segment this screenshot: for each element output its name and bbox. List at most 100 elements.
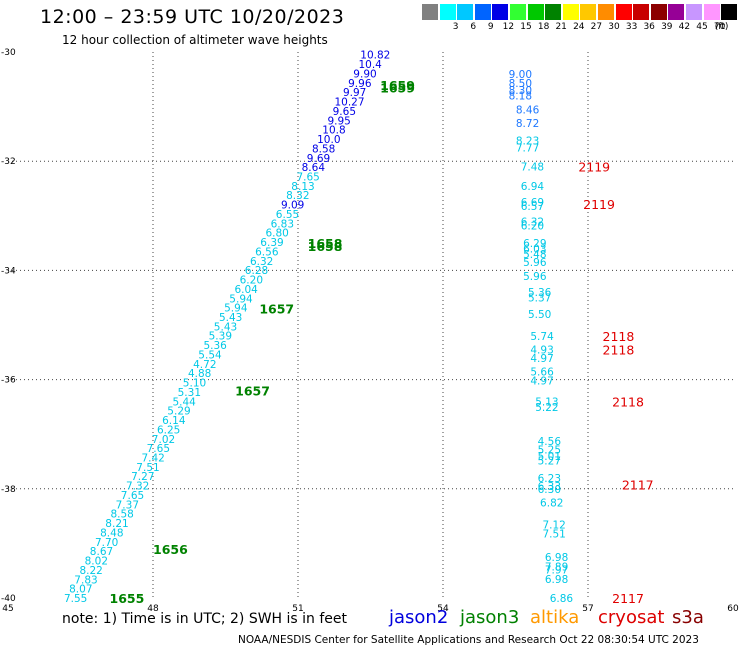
swh-value-track1: 7.42 bbox=[141, 452, 164, 464]
swh-value-track2: 5.13 bbox=[535, 396, 558, 408]
satellite-label-altika: altika bbox=[530, 607, 580, 628]
swh-value-track1: 7.65 bbox=[296, 171, 319, 183]
swh-value-track1: 5.29 bbox=[167, 406, 190, 418]
swh-value-track2: 4.93 bbox=[530, 345, 553, 357]
swh-value-track1: 9.96 bbox=[348, 78, 372, 90]
swh-value-track1: 8.48 bbox=[100, 527, 123, 539]
lon-tick-label: 48 bbox=[147, 604, 159, 614]
legend-value-label: 12 bbox=[502, 22, 515, 32]
legend-value-label: 70 bbox=[713, 22, 726, 32]
legend-swatch bbox=[439, 4, 456, 20]
legend-swatch bbox=[686, 4, 702, 20]
satellite-label-jason2: jason2 bbox=[389, 607, 449, 628]
pass-time-label: 1656 bbox=[153, 542, 188, 557]
pass-time-label: 1655 bbox=[110, 591, 145, 606]
swh-value-track1: 5.39 bbox=[209, 331, 232, 343]
legend-value-label: 18 bbox=[537, 22, 550, 32]
swh-value-track1: 8.67 bbox=[90, 546, 113, 558]
swh-value-track1: 6.83 bbox=[271, 218, 294, 230]
footer-note: note: 1) Time is in UTC; 2) SWH is in fe… bbox=[62, 611, 348, 627]
legend-value-label: 45 bbox=[696, 22, 708, 32]
satellite-label-s3a: s3a bbox=[672, 607, 704, 628]
swh-value-track1: 8.64 bbox=[302, 162, 326, 174]
swh-value-track1: 9.90 bbox=[353, 68, 376, 80]
swh-value-track1: 6.14 bbox=[162, 415, 186, 427]
swh-value-track2: 6.98 bbox=[545, 552, 568, 564]
legend-value-label: 27 bbox=[590, 22, 603, 32]
swh-value-track2: 4.97 bbox=[530, 376, 553, 388]
pass-time-label: 2118 bbox=[612, 394, 644, 409]
legend-swatch bbox=[703, 4, 720, 20]
legend-value-label: 24 bbox=[573, 22, 585, 32]
swh-value-track2: 7.51 bbox=[542, 529, 565, 541]
swh-value-track1: 5.36 bbox=[203, 340, 227, 352]
swh-value-track2: 5.01 bbox=[538, 451, 561, 463]
legend-value-label: 39 bbox=[661, 22, 673, 32]
swh-value-track1: 6.25 bbox=[157, 424, 180, 436]
swh-value-track1: 9.97 bbox=[343, 87, 366, 99]
legend-swatch bbox=[721, 4, 738, 20]
swh-value-track1: 6.55 bbox=[276, 209, 299, 221]
lat-tick-label: -40 bbox=[1, 594, 16, 604]
swh-value-track1: 5.54 bbox=[198, 349, 222, 361]
swh-value-track2: 5.27 bbox=[538, 455, 561, 467]
swh-value-track1: 4.88 bbox=[188, 368, 211, 380]
legend-swatch bbox=[545, 4, 562, 20]
swh-value-track2: 8.30 bbox=[509, 85, 532, 97]
legend-value-label: 21 bbox=[555, 22, 567, 32]
legend-swatch bbox=[650, 4, 667, 20]
swh-value-track1: 9.95 bbox=[327, 115, 350, 127]
swh-value-track2: 5.74 bbox=[530, 331, 554, 343]
swh-value-track1: 8.22 bbox=[79, 565, 102, 577]
swh-value-track1: 6.39 bbox=[260, 237, 283, 249]
lat-tick-label: -32 bbox=[1, 157, 16, 167]
lon-tick-label: 57 bbox=[582, 604, 593, 614]
legend-value-label: 36 bbox=[643, 22, 655, 32]
swh-value-track1: 8.02 bbox=[85, 556, 108, 568]
swh-value-track1: 9.65 bbox=[333, 106, 356, 118]
swh-value-track1: 5.43 bbox=[214, 321, 237, 333]
pass-time-label: 2118 bbox=[603, 329, 635, 344]
swh-value-track1: 5.43 bbox=[219, 312, 242, 324]
swh-value-track2: 7.48 bbox=[521, 162, 544, 174]
swh-value-track2: 5.96 bbox=[523, 257, 547, 269]
swh-value-track1: 6.32 bbox=[250, 256, 273, 268]
swh-value-track2: 6.32 bbox=[521, 216, 544, 228]
legend-value-label: 15 bbox=[520, 22, 532, 32]
legend-value-label: 33 bbox=[625, 22, 638, 32]
page-subtitle: 12 hour collection of altimeter wave hei… bbox=[62, 33, 328, 47]
swh-value-track2: 5.96 bbox=[523, 271, 547, 283]
swh-value-track2: 5.37 bbox=[528, 293, 551, 305]
swh-value-track1: 10.4 bbox=[358, 59, 382, 71]
swh-value-track1: 7.02 bbox=[152, 434, 175, 446]
swh-value-track2: 6.94 bbox=[521, 181, 545, 193]
swh-value-track2: 7.89 bbox=[545, 561, 568, 573]
swh-value-track1: 6.56 bbox=[255, 246, 279, 258]
swh-value-track1: 10.82 bbox=[360, 50, 390, 62]
legend-swatch bbox=[562, 4, 579, 20]
legend-unit: (ft) bbox=[714, 22, 729, 32]
swh-value-track2: 6.33 bbox=[538, 481, 561, 493]
swh-value-track1: 7.65 bbox=[121, 490, 144, 502]
swh-value-track1: 7.55 bbox=[64, 593, 87, 605]
legend-swatch bbox=[492, 4, 509, 20]
pass-time-label: 1657 bbox=[235, 384, 270, 399]
swh-value-track1: 10.0 bbox=[317, 134, 340, 146]
legend-swatch bbox=[598, 4, 614, 20]
legend-swatch bbox=[474, 4, 491, 20]
lat-tick-label: -36 bbox=[1, 376, 16, 386]
legend-swatch bbox=[668, 4, 685, 20]
lon-tick-label: 51 bbox=[292, 604, 303, 614]
swh-value-track1: 10.27 bbox=[334, 97, 364, 109]
swh-value-track2: 6.03 bbox=[523, 244, 546, 256]
legend-value-label: 30 bbox=[608, 22, 620, 32]
pass-time-label: 2117 bbox=[622, 477, 654, 492]
swh-value-track1: 5.94 bbox=[229, 293, 253, 305]
swh-value-track2: 5.66 bbox=[530, 366, 554, 378]
legend-swatch bbox=[457, 4, 474, 20]
swh-value-track1: 5.94 bbox=[224, 303, 248, 315]
lon-tick-label: 60 bbox=[727, 604, 739, 614]
swh-value-track2: 5.22 bbox=[535, 402, 558, 414]
